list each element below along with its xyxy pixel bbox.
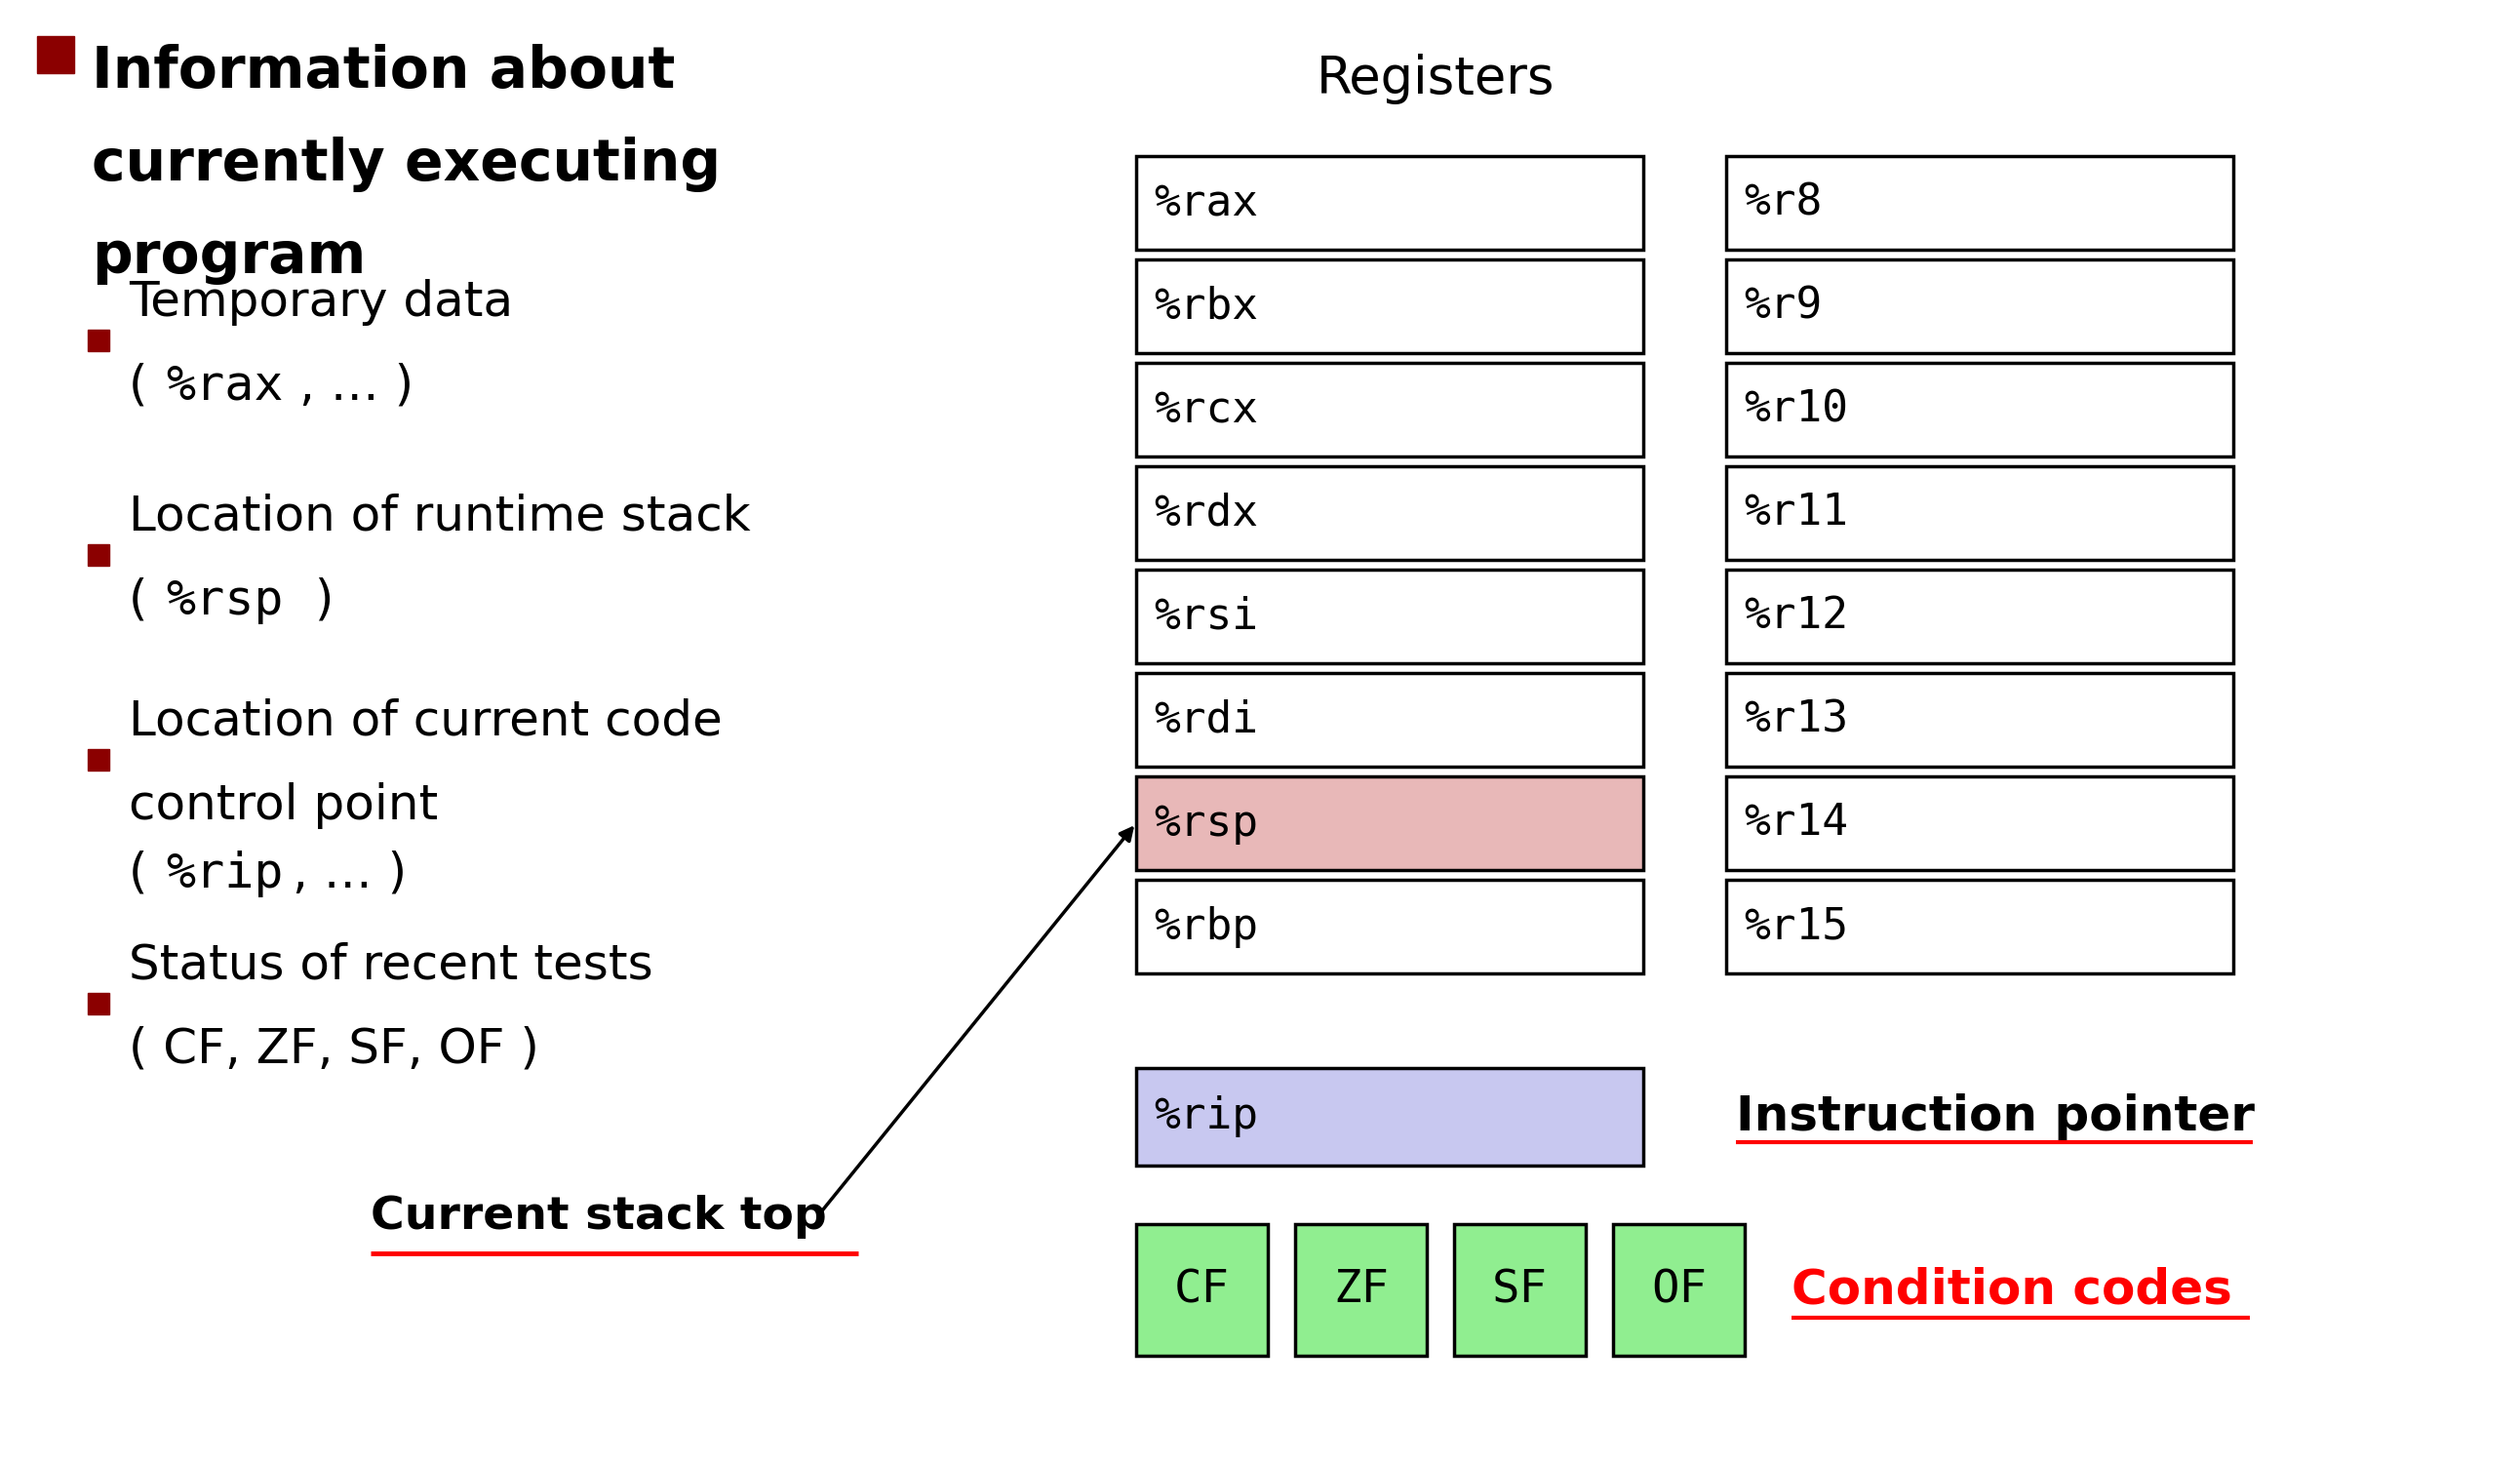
- Text: %rbx: %rbx: [1154, 286, 1257, 327]
- Text: Location of current code: Location of current code: [129, 699, 723, 746]
- Text: Current stack top: Current stack top: [370, 1195, 827, 1239]
- Bar: [1726, 776, 2233, 870]
- Text: %rcx: %rcx: [1154, 388, 1257, 431]
- Text: (: (: [129, 363, 164, 410]
- Text: (: (: [129, 577, 164, 624]
- Bar: [1726, 880, 2233, 973]
- Bar: [1137, 776, 1643, 870]
- Bar: [1726, 672, 2233, 766]
- Bar: [88, 330, 108, 352]
- Text: %r10: %r10: [1744, 388, 1847, 431]
- Bar: [1726, 157, 2233, 249]
- Text: Temporary data: Temporary data: [129, 278, 514, 325]
- Text: %r12: %r12: [1744, 595, 1847, 637]
- Text: program: program: [91, 229, 365, 284]
- Text: control point: control point: [129, 782, 438, 829]
- Bar: [88, 749, 108, 771]
- Bar: [1137, 880, 1643, 973]
- Text: %r9: %r9: [1744, 286, 1822, 327]
- Bar: [1137, 259, 1643, 353]
- Text: , … ): , … ): [292, 851, 406, 898]
- Bar: [88, 545, 108, 565]
- Text: (: (: [129, 851, 164, 898]
- Text: %rip: %rip: [1154, 1096, 1257, 1138]
- Text: %r11: %r11: [1744, 492, 1847, 535]
- Bar: [1137, 1068, 1643, 1166]
- Text: %rax: %rax: [1154, 182, 1257, 224]
- Text: Instruction pointer: Instruction pointer: [1736, 1093, 2255, 1140]
- Bar: [88, 993, 108, 1014]
- Bar: [1295, 1225, 1426, 1355]
- Bar: [1726, 570, 2233, 664]
- Bar: [1613, 1225, 1744, 1355]
- Text: currently executing: currently executing: [91, 136, 721, 192]
- Text: %r13: %r13: [1744, 699, 1847, 741]
- Bar: [1454, 1225, 1585, 1355]
- Bar: [1137, 1225, 1268, 1355]
- Text: ZF: ZF: [1333, 1269, 1389, 1311]
- Text: Registers: Registers: [1315, 54, 1555, 104]
- Text: %r8: %r8: [1744, 182, 1822, 224]
- Text: %rsp: %rsp: [1154, 803, 1257, 844]
- Text: %rsp: %rsp: [166, 577, 282, 624]
- Bar: [1137, 157, 1643, 249]
- Text: CF: CF: [1174, 1269, 1230, 1311]
- Text: Location of runtime stack: Location of runtime stack: [129, 494, 751, 541]
- Text: %rax: %rax: [166, 363, 282, 410]
- Text: ( CF, ZF, SF, OF ): ( CF, ZF, SF, OF ): [129, 1025, 539, 1072]
- Text: %rsi: %rsi: [1154, 595, 1257, 637]
- Text: %rip: %rip: [166, 851, 282, 898]
- Text: Status of recent tests: Status of recent tests: [129, 942, 653, 989]
- Bar: [1137, 570, 1643, 664]
- Bar: [1726, 259, 2233, 353]
- Text: ): ): [300, 577, 333, 624]
- Text: Information about: Information about: [91, 44, 675, 100]
- Text: OF: OF: [1651, 1269, 1706, 1311]
- Text: SF: SF: [1492, 1269, 1547, 1311]
- Text: %rdi: %rdi: [1154, 699, 1257, 741]
- Bar: [1137, 363, 1643, 457]
- Text: %rbp: %rbp: [1154, 905, 1257, 948]
- Bar: [1726, 466, 2233, 560]
- Text: Condition codes: Condition codes: [1792, 1267, 2233, 1313]
- Text: %r15: %r15: [1744, 905, 1847, 948]
- Text: %rdx: %rdx: [1154, 492, 1257, 535]
- Text: , … ): , … ): [300, 363, 413, 410]
- Bar: [1137, 672, 1643, 766]
- Bar: [38, 37, 73, 73]
- Bar: [1137, 466, 1643, 560]
- Text: %r14: %r14: [1744, 803, 1847, 844]
- Bar: [1726, 363, 2233, 457]
